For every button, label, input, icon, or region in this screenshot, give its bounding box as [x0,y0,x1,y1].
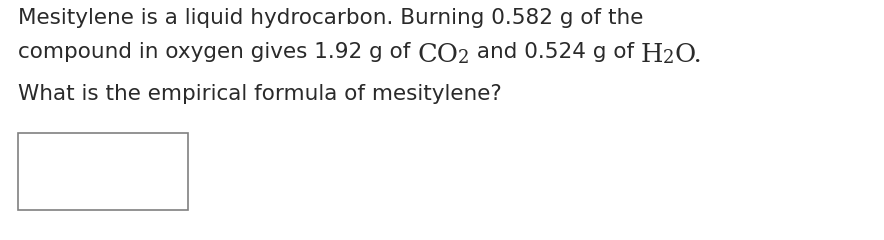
Text: O.: O. [674,42,702,67]
Text: 2: 2 [458,49,469,67]
Text: and 0.524 g of: and 0.524 g of [469,42,641,62]
Text: What is the empirical formula of mesitylene?: What is the empirical formula of mesityl… [18,84,502,104]
Text: 2: 2 [663,49,674,67]
Text: CO: CO [417,42,458,67]
Text: Mesitylene is a liquid hydrocarbon. Burning 0.582 g of the: Mesitylene is a liquid hydrocarbon. Burn… [18,8,644,28]
Bar [18,133,188,210]
Text: H: H [641,42,663,67]
Text: compound in oxygen gives 1.92 g of: compound in oxygen gives 1.92 g of [18,42,417,62]
